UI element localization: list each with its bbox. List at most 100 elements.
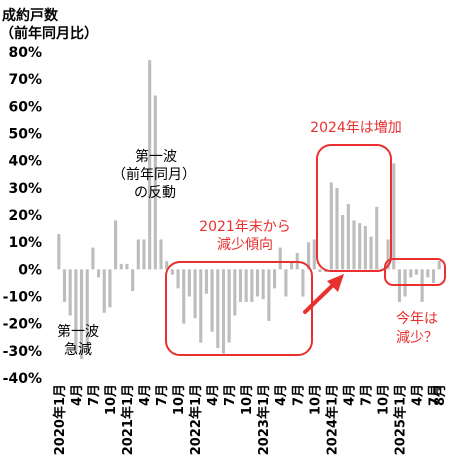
bar xyxy=(244,269,248,302)
bar xyxy=(68,269,72,316)
x-tick-label: 7月 xyxy=(427,384,442,406)
bar xyxy=(375,206,379,270)
bar xyxy=(250,269,254,302)
x-tick-label: 2020年1月 xyxy=(52,384,68,455)
bar xyxy=(227,269,231,343)
annotation-first-wave-line-1: 第一波 xyxy=(57,323,99,340)
highlight-box-2025 xyxy=(384,258,446,286)
y-tick-label: 60% xyxy=(8,99,42,115)
x-tick-label: 2022年1月 xyxy=(188,384,204,455)
bar xyxy=(335,187,339,270)
bar xyxy=(352,220,356,270)
annotation-reaction-line-3: の反動 xyxy=(134,185,176,201)
bar xyxy=(386,239,390,270)
x-tick-label: 2021年1月 xyxy=(120,384,136,455)
bar xyxy=(142,239,146,270)
annotation-decrease-2025: 今年は 減少？ xyxy=(396,311,438,346)
bar xyxy=(148,60,152,270)
bar xyxy=(255,269,260,297)
x-tick-label: 10月 xyxy=(172,384,187,415)
bar xyxy=(170,269,174,275)
bar xyxy=(358,223,362,270)
x-tick-label: 8月 xyxy=(433,384,448,406)
y-axis-title-line-1: 成約戸数 xyxy=(2,7,59,24)
bar xyxy=(57,234,61,270)
y-tick-label: 10% xyxy=(8,235,42,251)
bar xyxy=(409,269,413,278)
bar xyxy=(153,95,157,270)
annotation-reaction-line-1: 第一波 xyxy=(135,148,177,165)
annotation-late-2021-line-1: 2021年末から xyxy=(199,219,291,235)
bar xyxy=(369,236,373,270)
highlight-box-2022-2023 xyxy=(165,261,313,356)
bar xyxy=(199,269,203,343)
annotation-late-2021: 2021年末から 減少傾向 xyxy=(199,219,291,253)
annotation-first-wave-line-2: 急減 xyxy=(64,341,92,358)
x-tick-label: 2025年1月 xyxy=(392,384,408,455)
x-tick-label: 10月 xyxy=(240,384,255,415)
y-axis-ticks: 80% 70% 60% 50% 40% 30% 20% 10% 0% -10% -20% -30% -4… xyxy=(3,45,42,387)
bar xyxy=(284,269,288,297)
bar xyxy=(74,269,78,354)
bar xyxy=(426,269,430,278)
x-tick-label: 4月 xyxy=(274,384,289,406)
arrow-2023-to-2024 xyxy=(303,274,344,314)
y-axis-title-line-2: （前年同月比） xyxy=(0,25,98,42)
bar xyxy=(403,269,407,297)
bar xyxy=(159,239,163,270)
x-tick-label: 2024年1月 xyxy=(324,384,340,455)
x-tick-label: 7月 xyxy=(155,384,170,406)
annotation-first-wave: 第一波 急減 xyxy=(57,323,99,358)
x-tick-label: 10月 xyxy=(308,384,323,415)
bar xyxy=(392,163,396,270)
y-tick-label: 30% xyxy=(8,181,42,197)
x-axis-ticks: 2020年1月 4月 7月 10月 2021年1月 4月 7月 10月 2022年1月 4月 7月 1… xyxy=(52,384,448,455)
y-tick-label: -40% xyxy=(3,371,42,387)
y-axis-title: 成約戸数 （前年同月比） xyxy=(0,7,98,42)
bar xyxy=(318,269,322,273)
bar xyxy=(108,269,112,308)
bar xyxy=(307,242,311,270)
x-tick-label: 4月 xyxy=(410,384,425,406)
bar xyxy=(233,269,237,316)
bar xyxy=(431,269,436,283)
bar xyxy=(176,269,180,289)
y-tick-label: 50% xyxy=(8,127,42,143)
x-tick-label: 4月 xyxy=(206,384,221,406)
bar xyxy=(267,269,271,321)
bar xyxy=(102,269,106,313)
bar xyxy=(204,269,208,294)
bar xyxy=(119,263,123,270)
y-tick-label: 80% xyxy=(8,45,42,61)
bar xyxy=(125,263,129,270)
bar xyxy=(62,269,67,302)
bar xyxy=(414,269,419,275)
highlight-box-2024 xyxy=(316,144,392,272)
x-tick-label: 7月 xyxy=(359,384,374,406)
bar xyxy=(437,261,441,270)
bar xyxy=(261,269,265,300)
x-tick-label: 4月 xyxy=(342,384,357,406)
y-tick-label: -30% xyxy=(3,344,42,360)
bar xyxy=(91,247,95,270)
bar xyxy=(210,269,214,332)
annotation-reaction-line-2: （前年同月） xyxy=(112,166,196,183)
bar xyxy=(193,269,197,319)
x-tick-label: 2023年1月 xyxy=(256,384,272,455)
bar xyxy=(79,269,84,359)
bars-group xyxy=(57,60,441,359)
bar xyxy=(363,225,367,270)
y-tick-label: 20% xyxy=(8,208,42,224)
annotation-decrease-2025-line-1: 今年は xyxy=(396,311,438,327)
y-tick-label: -10% xyxy=(3,290,42,306)
bar xyxy=(329,182,333,270)
bar xyxy=(346,204,350,270)
x-tick-label: 10月 xyxy=(376,384,391,415)
y-tick-label: -20% xyxy=(3,317,42,333)
bar xyxy=(131,269,135,292)
bar xyxy=(136,239,140,270)
bar xyxy=(85,269,89,351)
x-tick-label: 7月 xyxy=(87,384,102,406)
bar xyxy=(182,269,186,324)
x-tick-label: 4月 xyxy=(138,384,153,406)
